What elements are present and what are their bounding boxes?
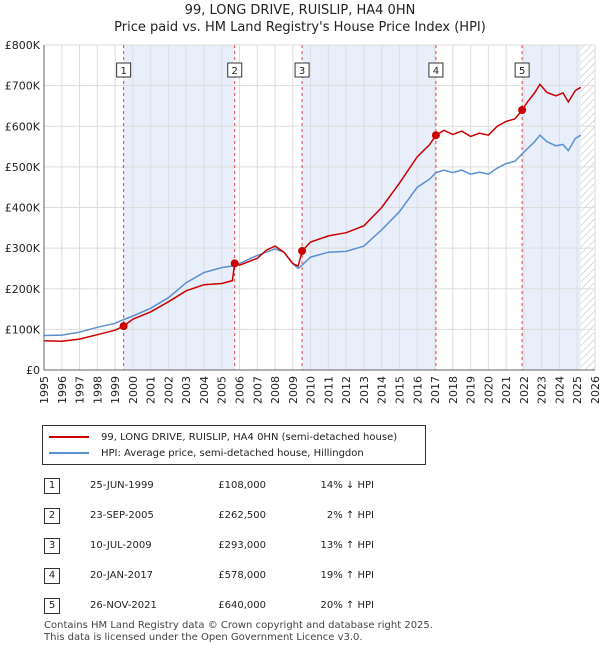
x-tick-label: 2025 [571, 376, 584, 404]
sale-date: 26-NOV-2021 [90, 600, 157, 611]
sale-date: 23-SEP-2005 [90, 510, 154, 521]
x-tick-label: 2020 [482, 376, 495, 404]
x-tick-label: 2007 [251, 376, 264, 404]
x-tick-label: 2024 [553, 376, 566, 404]
sale-label-box-5 [514, 62, 530, 78]
legend-label-hpi: HPI: Average price, semi-detached house,… [101, 447, 364, 459]
x-tick-label: 1998 [91, 376, 104, 404]
footer-copyright: Contains HM Land Registry data © Crown c… [44, 620, 433, 631]
x-tick-label: 1996 [56, 376, 69, 404]
sale-number-badge: 1 [44, 478, 60, 494]
x-tick-label: 2008 [269, 376, 282, 404]
legend-label-property: 99, LONG DRIVE, RUISLIP, HA4 0HN (semi-d… [101, 431, 398, 443]
sale-label-box-1 [116, 62, 132, 78]
y-tick-label: £200K [5, 283, 41, 296]
x-tick-label: 2014 [376, 376, 389, 404]
sale-price: £293,000 [218, 540, 266, 551]
sale-label-5: 5 [519, 66, 525, 77]
hpi-line [43, 134, 582, 337]
x-tick-label: 2026 [589, 376, 600, 404]
chart-title: 99, LONG DRIVE, RUISLIP, HA4 0HN [184, 3, 416, 18]
sale-label-box-4 [428, 62, 444, 78]
x-tick-label: 2006 [234, 376, 247, 404]
x-tick-label: 2010 [305, 376, 318, 404]
sale-price: £262,500 [218, 510, 266, 521]
legend-item-property: 99, LONG DRIVE, RUISLIP, HA4 0HN (semi-d… [49, 430, 397, 444]
sale-marker-4 [431, 131, 440, 140]
x-tick-label: 2018 [447, 376, 460, 404]
y-tick-label: £600K [5, 120, 41, 133]
x-tick-label: 2012 [340, 376, 353, 404]
table-row: 5 26-NOV-2021 £640,000 20% ↑ HPI [44, 598, 444, 614]
sale-marker-5 [518, 106, 527, 114]
table-row: 1 25-JUN-1999 £108,000 14% ↓ HPI [44, 478, 444, 494]
sale-marker-2 [230, 259, 239, 268]
x-tick-label: 2021 [500, 376, 513, 404]
chart-legend: 99, LONG DRIVE, RUISLIP, HA4 0HN (semi-d… [42, 425, 426, 465]
y-tick-label: £300K [5, 242, 41, 255]
property-price-line [43, 83, 582, 342]
x-tick-label: 2013 [358, 376, 371, 404]
legend-swatch-hpi [49, 452, 89, 454]
sale-hpi-diff: 2% ↑ HPI [326, 510, 374, 521]
y-tick-label: £0 [26, 364, 40, 377]
x-tick-label: 1999 [109, 376, 122, 404]
x-tick-label: 2019 [465, 376, 478, 404]
x-tick-label: 2022 [518, 376, 531, 404]
sale-number-badge: 3 [44, 538, 60, 554]
sale-hpi-diff: 19% ↑ HPI [320, 570, 374, 581]
x-tick-label: 2015 [393, 376, 406, 404]
chart-subtitle: Price paid vs. HM Land Registry's House … [114, 20, 486, 35]
sale-hpi-diff: 13% ↑ HPI [320, 540, 374, 551]
sale-price: £108,000 [218, 480, 266, 491]
x-tick-label: 2000 [127, 376, 140, 404]
x-tick-label: 2003 [180, 376, 193, 404]
x-tick-label: 1995 [38, 376, 51, 404]
sale-hpi-diff: 14% ↓ HPI [320, 480, 374, 491]
sale-label-box-2 [227, 62, 243, 78]
sale-label-4: 4 [433, 66, 439, 77]
sale-hpi-diff: 20% ↑ HPI [320, 600, 374, 611]
x-tick-label: 2009 [287, 376, 300, 404]
sale-number-badge: 2 [44, 508, 60, 524]
x-tick-label: 2017 [429, 376, 442, 404]
sale-date: 10-JUL-2009 [90, 540, 152, 551]
y-tick-label: £700K [5, 80, 41, 93]
sale-number-badge: 5 [44, 598, 60, 614]
x-tick-label: 2023 [536, 376, 549, 404]
sale-label-box-3 [294, 62, 310, 78]
legend-item-hpi: HPI: Average price, semi-detached house,… [49, 446, 364, 460]
sale-label-3: 3 [299, 66, 305, 77]
y-tick-label: £400K [5, 202, 41, 215]
sale-label-2: 2 [232, 66, 238, 77]
x-tick-label: 1997 [74, 376, 87, 404]
y-tick-label: £100K [5, 323, 41, 336]
x-tick-label: 2011 [322, 376, 335, 404]
footer-licence: This data is licensed under the Open Gov… [44, 632, 363, 643]
x-tick-label: 2001 [145, 376, 158, 404]
x-tick-label: 2005 [216, 376, 229, 404]
x-tick-label: 2016 [411, 376, 424, 404]
sale-price: £578,000 [218, 570, 266, 581]
sale-price: £640,000 [218, 600, 266, 611]
table-row: 2 23-SEP-2005 £262,500 2% ↑ HPI [44, 508, 444, 524]
y-tick-label: £800K [5, 39, 41, 52]
sale-marker-1 [119, 322, 128, 331]
x-tick-label: 2002 [162, 376, 175, 404]
y-tick-label: £500K [5, 161, 41, 174]
sale-label-1: 1 [120, 66, 126, 77]
table-row: 4 20-JAN-2017 £578,000 19% ↑ HPI [44, 568, 444, 584]
x-tick-label: 2004 [198, 376, 211, 404]
legend-swatch-property [49, 436, 89, 438]
table-row: 3 10-JUL-2009 £293,000 13% ↑ HPI [44, 538, 444, 554]
price-chart: 1 2 3 4 5 £0 £100K £200K £300K £400K £500K £600K £7… [5, 39, 600, 404]
sale-date: 20-JAN-2017 [90, 570, 154, 581]
sale-number-badge: 4 [44, 568, 60, 584]
sale-marker-3 [298, 246, 307, 255]
sale-date: 25-JUN-1999 [90, 480, 154, 491]
